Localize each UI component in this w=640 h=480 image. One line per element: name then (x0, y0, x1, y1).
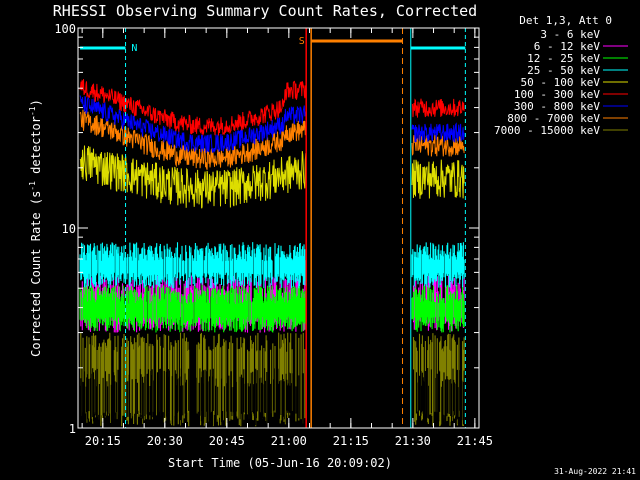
chart-title: RHESSI Observing Summary Count Rates, Co… (53, 2, 477, 20)
series-25-50-kev-segment-1 (79, 242, 307, 289)
legend-label-3: 12 - 25 keV (527, 52, 600, 65)
series-800-7000-kev-segment-1 (79, 109, 307, 170)
series-300-800-kev-segment-2 (411, 122, 465, 143)
timestamp: 31-Aug-2022 21:41 (554, 467, 636, 476)
axes: 100 10 1 20:15 20:30 20:45 21:00 21:15 21:30 21:4… (54, 22, 493, 448)
night-annotation-label: N (131, 43, 137, 54)
series-12-25-kev-segment-2 (411, 285, 465, 333)
x-tick-label-6: 21:30 (395, 434, 431, 448)
series-800-7000-kev-segment-2 (411, 134, 465, 157)
legend-label-9: 7000 - 15000 keV (494, 124, 600, 137)
x-tick-label-2: 20:30 (147, 434, 183, 448)
x-axis-label: Start Time (05-Jun-16 20:09:02) (168, 456, 392, 470)
series-25-50-kev-segment-2 (411, 242, 465, 288)
series-50-100-kev-segment-2 (411, 159, 465, 199)
series-3-6-kev-segment-1 (79, 367, 304, 427)
series-300-800-kev-segment-1 (79, 95, 307, 153)
series-50-100-kev-segment-1 (79, 145, 307, 209)
plot-area: NS (79, 28, 466, 428)
legend-header: Det 1,3, Att 0 (519, 14, 612, 27)
saa-annotation-label: S (299, 36, 305, 47)
x-tick-label-4: 21:00 (271, 434, 307, 448)
y-tick-label-3: 1 (69, 422, 76, 436)
legend-label-8: 800 - 7000 keV (507, 112, 600, 125)
legend-label-2: 6 - 12 keV (534, 40, 601, 53)
series-100-300-kev-segment-1 (79, 79, 307, 137)
legend-label-4: 25 - 50 keV (527, 64, 600, 77)
legend-label-1: 3 - 6 keV (540, 28, 600, 41)
y-tick-label-2: 10 (62, 222, 76, 236)
legend-label-6: 100 - 300 keV (514, 88, 600, 101)
x-tick-label-7: 21:45 (457, 434, 493, 448)
x-tick-label-5: 21:15 (333, 434, 369, 448)
series-12-25-kev-segment-1 (79, 284, 307, 333)
series-100-300-kev-segment-2 (411, 98, 465, 118)
y-tick-label-1: 100 (54, 22, 76, 36)
legend-label-7: 300 - 800 keV (514, 100, 600, 113)
x-tick-label-3: 20:45 (209, 434, 245, 448)
series-3-6-kev-segment-2 (412, 368, 465, 427)
x-tick-label-1: 20:15 (85, 434, 121, 448)
y-axis-label: Corrected Count Rate (s-1 detector-1) (28, 99, 43, 357)
legend-label-5: 50 - 100 keV (521, 76, 601, 89)
